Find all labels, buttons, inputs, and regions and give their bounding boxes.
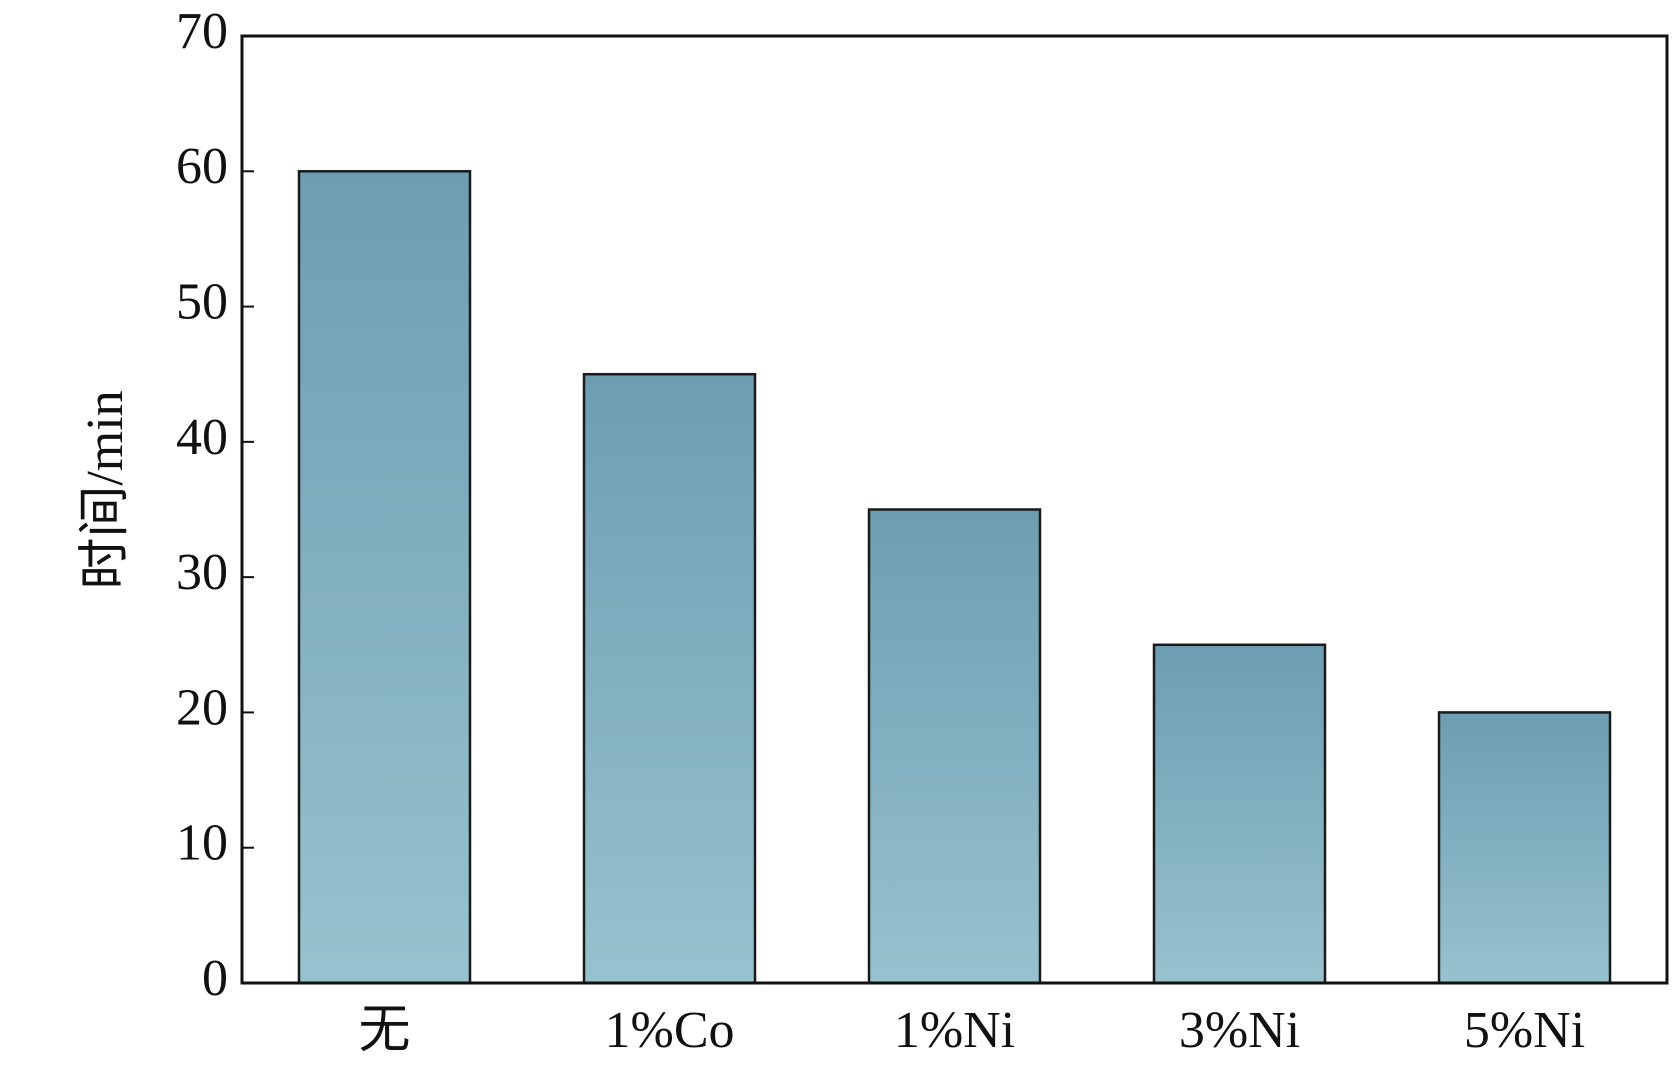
- y-tick-label: 30: [176, 544, 228, 601]
- y-tick-label: 70: [176, 3, 228, 60]
- y-axis-label: 时间/min: [77, 390, 134, 589]
- y-tick-label: 40: [176, 409, 228, 466]
- y-tick-label: 60: [176, 138, 228, 195]
- x-tick-label: 3%Ni: [1179, 1002, 1300, 1059]
- bar: [867, 508, 1042, 985]
- bar: [1152, 643, 1327, 985]
- x-tick-label: 5%Ni: [1464, 1002, 1585, 1059]
- bar: [582, 372, 757, 985]
- bar: [297, 170, 472, 985]
- x-tick-label: 1%Co: [605, 1002, 735, 1059]
- y-tick-label: 0: [202, 950, 228, 1007]
- x-tick-label: 无: [358, 1002, 410, 1059]
- plot-frame: [240, 34, 1669, 985]
- y-tick-label: 50: [176, 274, 228, 331]
- y-tick-label: 20: [176, 679, 228, 736]
- y-tick-label: 10: [176, 815, 228, 872]
- bar: [1437, 711, 1612, 985]
- x-tick-label: 1%Ni: [894, 1002, 1015, 1059]
